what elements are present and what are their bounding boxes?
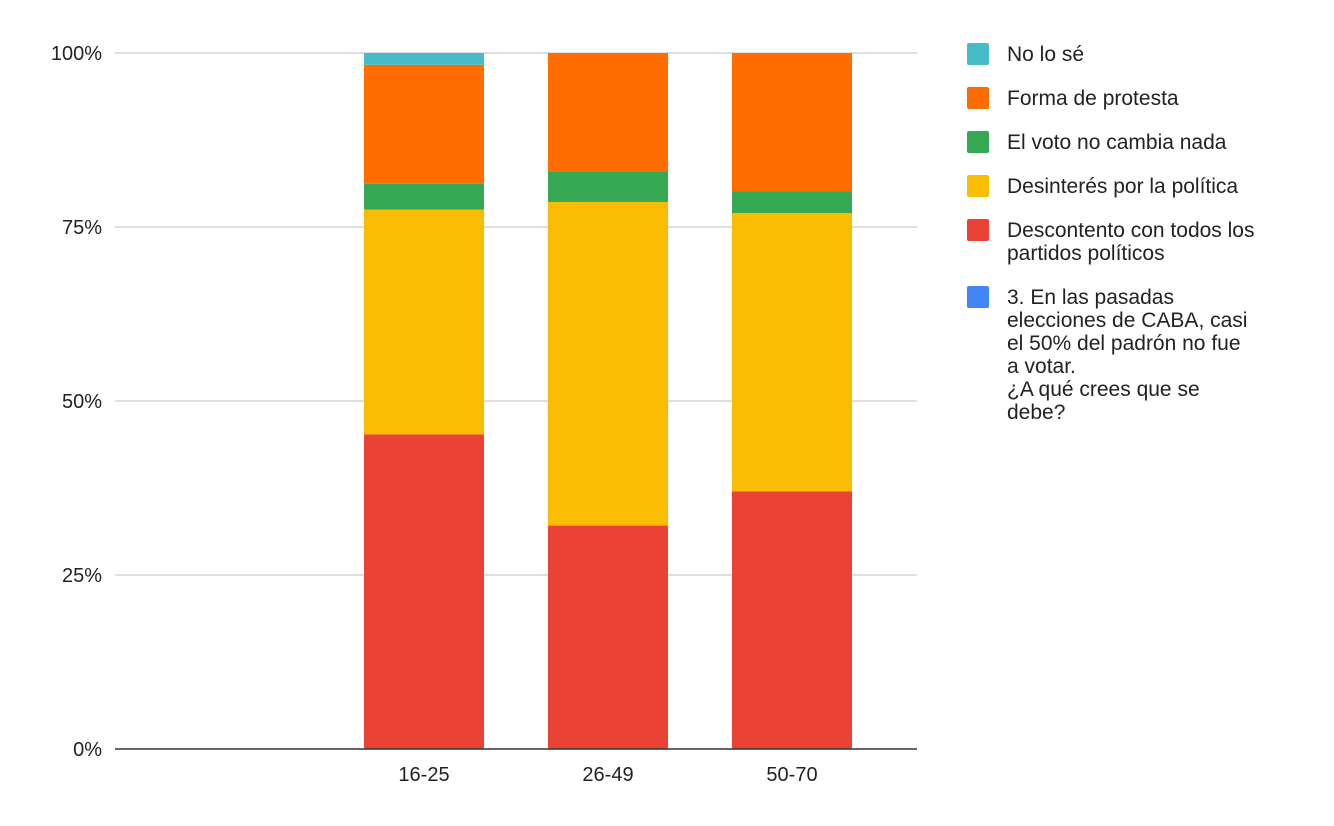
- bar-segment: [548, 53, 668, 173]
- legend-item: Forma de protesta: [967, 87, 1179, 110]
- legend-label: debe?: [1007, 401, 1065, 424]
- legend-label: el 50% del padrón no fue: [1007, 332, 1241, 355]
- bar-segment: [364, 64, 484, 184]
- x-tick-label: 50-70: [766, 764, 817, 786]
- y-tick-label: 50%: [62, 391, 102, 413]
- legend-item: El voto no cambia nada: [967, 131, 1227, 154]
- legend-swatch: [967, 286, 989, 308]
- legend-swatch: [967, 175, 989, 197]
- bar-segment: [732, 491, 852, 749]
- legend-label: partidos políticos: [1007, 242, 1165, 265]
- bar-segment: [364, 183, 484, 210]
- bars: [364, 53, 852, 749]
- legend-label: ¿A qué crees que se: [1007, 378, 1200, 401]
- x-axis: 16-25 26-49 50-70: [115, 748, 917, 786]
- x-tick-label: 16-25: [398, 764, 449, 786]
- legend-label: No lo sé: [1007, 43, 1084, 66]
- legend-label: Forma de protesta: [1007, 87, 1179, 110]
- legend-label: Desinterés por la política: [1007, 175, 1238, 198]
- legend-swatch: [967, 43, 989, 65]
- bar-segment: [548, 201, 668, 526]
- y-tick-label: 100%: [51, 43, 102, 65]
- bar-segment: [548, 172, 668, 202]
- bar-segment: [548, 525, 668, 749]
- legend-label: elecciones de CABA, casi: [1007, 309, 1247, 332]
- legend-item: No lo sé: [967, 43, 1084, 66]
- legend-swatch: [967, 131, 989, 153]
- bar-segment: [732, 213, 852, 492]
- y-tick-label: 25%: [62, 565, 102, 587]
- legend-item: Desinterés por la política: [967, 175, 1238, 198]
- x-tick-label: 26-49: [582, 764, 633, 786]
- y-tick-label: 75%: [62, 217, 102, 239]
- legend-label: Descontento con todos los: [1007, 219, 1255, 242]
- legend-label: 3. En las pasadas: [1007, 286, 1174, 309]
- legend-label: a votar.: [1007, 355, 1076, 378]
- legend-swatch: [967, 87, 989, 109]
- bar-segment: [732, 53, 852, 192]
- y-tick-label: 0%: [73, 739, 102, 761]
- legend-label: El voto no cambia nada: [1007, 131, 1227, 154]
- legend-swatch: [967, 219, 989, 241]
- bar-segment: [732, 191, 852, 214]
- bar-segment: [364, 209, 484, 435]
- legend: No lo sé Forma de protesta El voto no camb…: [967, 43, 1255, 424]
- y-axis: 0% 25% 50% 75% 100%: [51, 43, 102, 761]
- bar-segment: [364, 434, 484, 749]
- bar-segment: [364, 53, 484, 65]
